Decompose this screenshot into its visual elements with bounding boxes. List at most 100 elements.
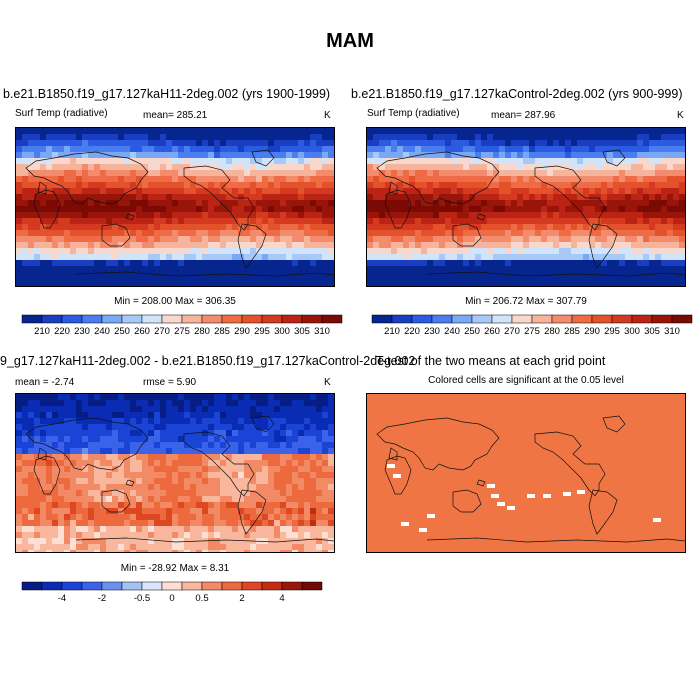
panel2-colorbar-tick-label: 230	[424, 326, 440, 337]
panel1-mean: mean= 285.21	[143, 110, 208, 121]
panel1-variable: Surf Temp (radiative)	[15, 108, 108, 119]
panel1-field-coastlines	[25, 149, 334, 277]
panel2-colorbar-tick-label: 240	[444, 326, 460, 337]
panel2-colorbar-tick-label: 305	[644, 326, 660, 337]
panel2-title: b.e21.B1850.f19_g17.127kaControl-2deg.00…	[351, 87, 683, 101]
panel2-colorbar-swatch	[431, 314, 453, 324]
panel1-field	[16, 128, 334, 286]
panel3-field	[16, 394, 334, 552]
panel1-colorbar-swatch	[181, 314, 203, 324]
panel3-units: K	[324, 377, 331, 388]
panel2-colorbar-swatch	[551, 314, 573, 324]
panel2-variable: Surf Temp (radiative)	[367, 108, 460, 119]
panel1-colorbar-tick-label: 270	[154, 326, 170, 337]
panel3-colorbar-swatch	[221, 581, 243, 591]
panel3-colorbar-swatch	[41, 581, 63, 591]
panel1-colorbar-tick-label: 240	[94, 326, 110, 337]
panel1-colorbar-tick-label: 260	[134, 326, 150, 337]
panel3-colorbar-swatch	[121, 581, 143, 591]
panel3-colorbar-swatch	[201, 581, 223, 591]
panel4-map	[366, 393, 686, 553]
panel1-colorbar-swatch	[121, 314, 143, 324]
panel2-field	[367, 128, 685, 286]
panel1-units: K	[324, 110, 331, 121]
panel2-colorbar-tick-label: 250	[464, 326, 480, 337]
panel2-colorbar-tick-label: 210	[384, 326, 400, 337]
panel2-colorbar-tick-label: 290	[584, 326, 600, 337]
panel2-map	[366, 127, 686, 287]
panel1-colorbar-tick-label: 305	[294, 326, 310, 337]
panel2-colorbar: 210 220 230 240 250 260 270 275 280 285 290 295 300 3…	[371, 314, 696, 341]
panel1-colorbar-tick-label: 275	[174, 326, 190, 337]
panel3-colorbar-tick-label: -4	[58, 593, 66, 604]
panel3-colorbar-swatch	[81, 581, 103, 591]
panel3-colorbar-tick-label: -0.5	[134, 593, 150, 604]
panel3-minmax: Min = -28.92 Max = 8.31	[120, 563, 230, 574]
panel3-mean: mean = -2.74	[15, 377, 75, 388]
panel1-minmax: Min = 208.00 Max = 306.35	[114, 296, 236, 307]
panel1-colorbar-swatch	[321, 314, 343, 324]
panel3-colorbar-swatch	[161, 581, 183, 591]
panel1-colorbar-swatch	[241, 314, 263, 324]
panel1-colorbar-swatch	[61, 314, 83, 324]
panel1-colorbar-swatch	[21, 314, 43, 324]
panel3-colorbar-swatch	[101, 581, 123, 591]
panel2-colorbar-tick-label: 280	[544, 326, 560, 337]
panel1-colorbar-swatch	[301, 314, 323, 324]
panel3-colorbar-swatch	[141, 581, 163, 591]
panel2-colorbar-swatch	[531, 314, 553, 324]
panel3-colorbar: -4 -2 -0.5 0 0.5 2 4	[21, 581, 326, 608]
panel3-colorbar-swatch	[261, 581, 283, 591]
panel3-colorbar-tick-label: 4	[279, 593, 284, 604]
panel3-map	[15, 393, 335, 553]
panel1-title: b.e21.B1850.f19_g17.127kaH11-2deg.002 (y…	[3, 87, 331, 101]
panel2-colorbar-tick-label: 285	[564, 326, 580, 337]
panel4-field	[367, 394, 685, 552]
panel3-colorbar-swatch	[241, 581, 263, 591]
panel2-colorbar-swatch	[471, 314, 493, 324]
panel2-colorbar-swatch	[631, 314, 653, 324]
panel4-coastlines	[376, 415, 685, 543]
panel1-colorbar-tick-label: 300	[274, 326, 290, 337]
panel1-colorbar-swatch	[281, 314, 303, 324]
panel2-colorbar-tick-label: 260	[484, 326, 500, 337]
panel1-colorbar-svg: 210 220 230 240 250 260 270 275 280 285 290 295 300 3…	[21, 314, 343, 337]
panel2-colorbar-swatch	[391, 314, 413, 324]
panel1-colorbar-swatch	[161, 314, 183, 324]
panel3-colorbar-swatch	[21, 581, 43, 591]
panel1-map	[15, 127, 335, 287]
panel1-colorbar-tick-label: 280	[194, 326, 210, 337]
panel3-colorbar-svg: -4 -2 -0.5 0 0.5 2 4	[21, 581, 323, 604]
panel1-colorbar-tick-label: 210	[34, 326, 50, 337]
panel1-colorbar: 210 220 230 240 250 260 270 275 280 285 290 295 300 3…	[21, 314, 346, 341]
panel2-colorbar-tick-label: 275	[524, 326, 540, 337]
panel2-colorbar-swatch	[591, 314, 613, 324]
panel1-colorbar-swatch	[201, 314, 223, 324]
panel2-colorbar-swatch	[571, 314, 593, 324]
panel1-colorbar-tick-label: 220	[54, 326, 70, 337]
panel1-colorbar-tick-label: 285	[214, 326, 230, 337]
panel1-colorbar-swatch	[81, 314, 103, 324]
panel1-colorbar-tick-label: 310	[314, 326, 330, 337]
panel2-colorbar-tick-label: 270	[504, 326, 520, 337]
panel1-colorbar-tick-label: 295	[254, 326, 270, 337]
panel2-colorbar-tick-label: 310	[664, 326, 680, 337]
panel3-colorbar-tick-label: -2	[98, 593, 106, 604]
panel1-colorbar-tick-label: 290	[234, 326, 250, 337]
panel1-colorbar-swatch	[101, 314, 123, 324]
panel2-minmax: Min = 206.72 Max = 307.79	[465, 296, 587, 307]
panel3-colorbar-swatch	[61, 581, 83, 591]
panel1-colorbar-tick-label: 230	[74, 326, 90, 337]
panel2-units: K	[677, 110, 684, 121]
panel2-field-coastlines	[376, 149, 685, 277]
panel1-colorbar-swatch	[141, 314, 163, 324]
panel1-colorbar-swatch	[221, 314, 243, 324]
panel2-colorbar-swatch	[491, 314, 513, 324]
panel2-colorbar-swatch	[511, 314, 533, 324]
panel1-colorbar-tick-label: 250	[114, 326, 130, 337]
panel3-colorbar-tick-label: 0.5	[195, 593, 208, 604]
panel3-colorbar-swatch	[301, 581, 323, 591]
panel2-colorbar-swatch	[671, 314, 693, 324]
panel2-mean: mean= 287.96	[491, 110, 556, 121]
panel1-colorbar-swatch	[41, 314, 63, 324]
